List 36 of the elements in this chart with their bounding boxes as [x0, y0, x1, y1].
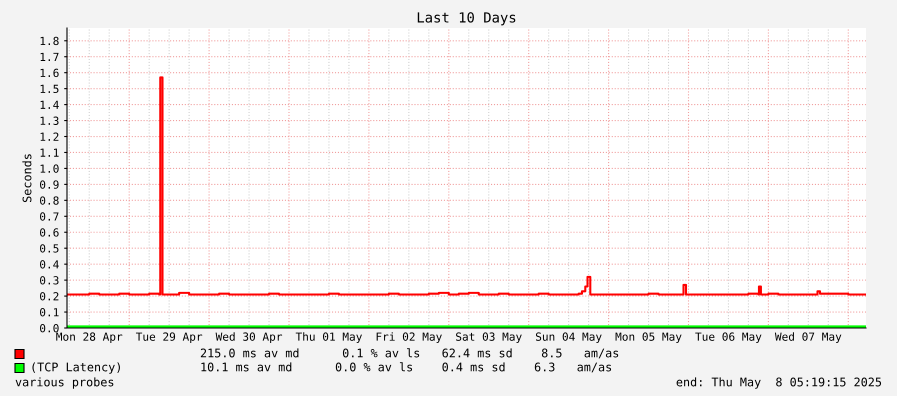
x-tick-label: Wed 30 Apr	[216, 332, 282, 343]
y-tick-label: 0.7	[40, 212, 59, 221]
y-tick-label: 1.4	[40, 100, 59, 109]
text: 215.0 ms av md 0.1 % av ls 62.4 ms sd 8.5 am/as	[200, 348, 618, 358]
x-tick-label: Wed 07 May	[774, 332, 842, 343]
x-tick-label: Mon 28 Apr	[56, 332, 122, 343]
y-tick-label: 0.4	[40, 260, 59, 269]
y-tick-label: 0.9	[40, 180, 59, 189]
y-tick-label: 0.8	[40, 196, 59, 205]
x-tick-label: Sun 04 May	[536, 332, 602, 343]
y-tick-label: 0.0	[40, 324, 59, 332]
y-tick-label: 0.5	[40, 244, 58, 253]
legend-label: (TCP Latency)	[32, 362, 120, 374]
x-tick-label: Fri 02 May	[376, 332, 442, 343]
y-tick-label: 0.6	[40, 228, 59, 237]
x-tick-label: Tue 29 Apr	[136, 332, 202, 343]
x-tick-label: Mon 05 May	[616, 332, 682, 343]
y-tick-label: 1.5	[40, 84, 58, 94]
y-tick-label: 1.2	[40, 132, 58, 141]
text: end: Thu May 8 05:19:15 2025	[676, 377, 882, 389]
y-tick-label: 1.0	[40, 164, 59, 173]
y-tick-label: 0.2	[40, 292, 58, 300]
y-tick-label: 0.3	[40, 276, 59, 285]
chart-title: Last 10 Days	[418, 12, 516, 26]
y-axis-title: Seconds	[22, 154, 32, 202]
x-tick-label: Tue 06 May	[695, 332, 762, 343]
y-tick-label: 1.1	[40, 148, 59, 157]
y-tick-label: 1.6	[40, 68, 59, 78]
text: 10.1 ms av md 0.0 % av ls 0.4 ms sd 6.3 am/as	[201, 362, 612, 372]
x-tick-label: Sat 03 May	[456, 332, 522, 343]
y-tick-label: 0.1	[40, 308, 59, 316]
y-tick-label: 1.7	[40, 52, 59, 61]
y-tick-label: 1.8	[40, 36, 59, 46]
y-tick-label: 1.3	[40, 116, 59, 125]
x-tick-label: Thu 01 May	[296, 332, 362, 343]
text: various probes	[16, 377, 114, 389]
